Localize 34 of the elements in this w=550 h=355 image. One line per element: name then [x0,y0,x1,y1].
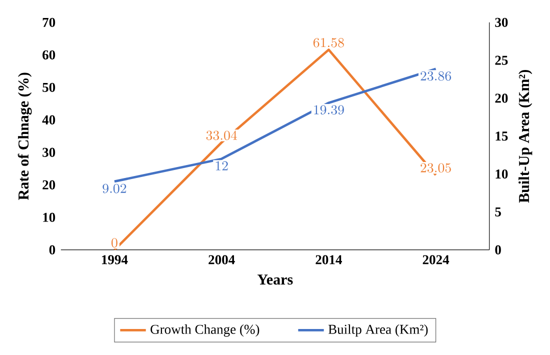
x-tick-label: 2014 [316,255,342,264]
y-tick-label: 60 [42,50,56,60]
y2-axis-title: Built-Up Area (Km²) [518,70,532,203]
data-label: 9.02 [102,184,126,194]
y2-tick-label: 10 [496,169,508,179]
line-series [113,68,438,183]
x-tick-label: 2004 [208,255,235,264]
y-tick-label: 70 [42,18,56,27]
y-tick-label: 10 [43,212,56,222]
data-label: 12 [216,161,228,170]
data-label: 23.05 [420,163,451,172]
y2-tick-label: 0 [495,245,501,254]
x-tick-label: 1994 [102,255,128,264]
y2-tick-label: 20 [495,94,508,103]
data-label: 23.86 [420,71,452,81]
y2-tick-label: 15 [496,131,508,141]
data-label: 19.39 [314,105,344,114]
y2-tick-label: 30 [495,18,508,27]
y-tick-label: 40 [42,115,56,124]
legend-label: Builtp Area (Km²) [328,324,428,337]
y-axis-title: Rate of Chnage (%) [18,72,32,200]
line-series [113,48,438,250]
data-label: 0 [112,238,118,248]
data-label: 61 .58 [313,38,344,48]
x-tick-label: 2024 [422,255,450,264]
y-tick-label: 30 [42,148,56,157]
legend-label: Growth Change (%) [150,324,260,337]
x-axis-title: Years [257,274,293,285]
y-tick-label: 0 [49,245,56,254]
y2-tick-label: 5 [495,207,501,216]
data-label: 33.04 [206,130,238,140]
y-tick-label: 50 [42,82,56,92]
y-tick-label: 20 [42,180,56,190]
y2-tick-label: 25 [495,56,508,65]
